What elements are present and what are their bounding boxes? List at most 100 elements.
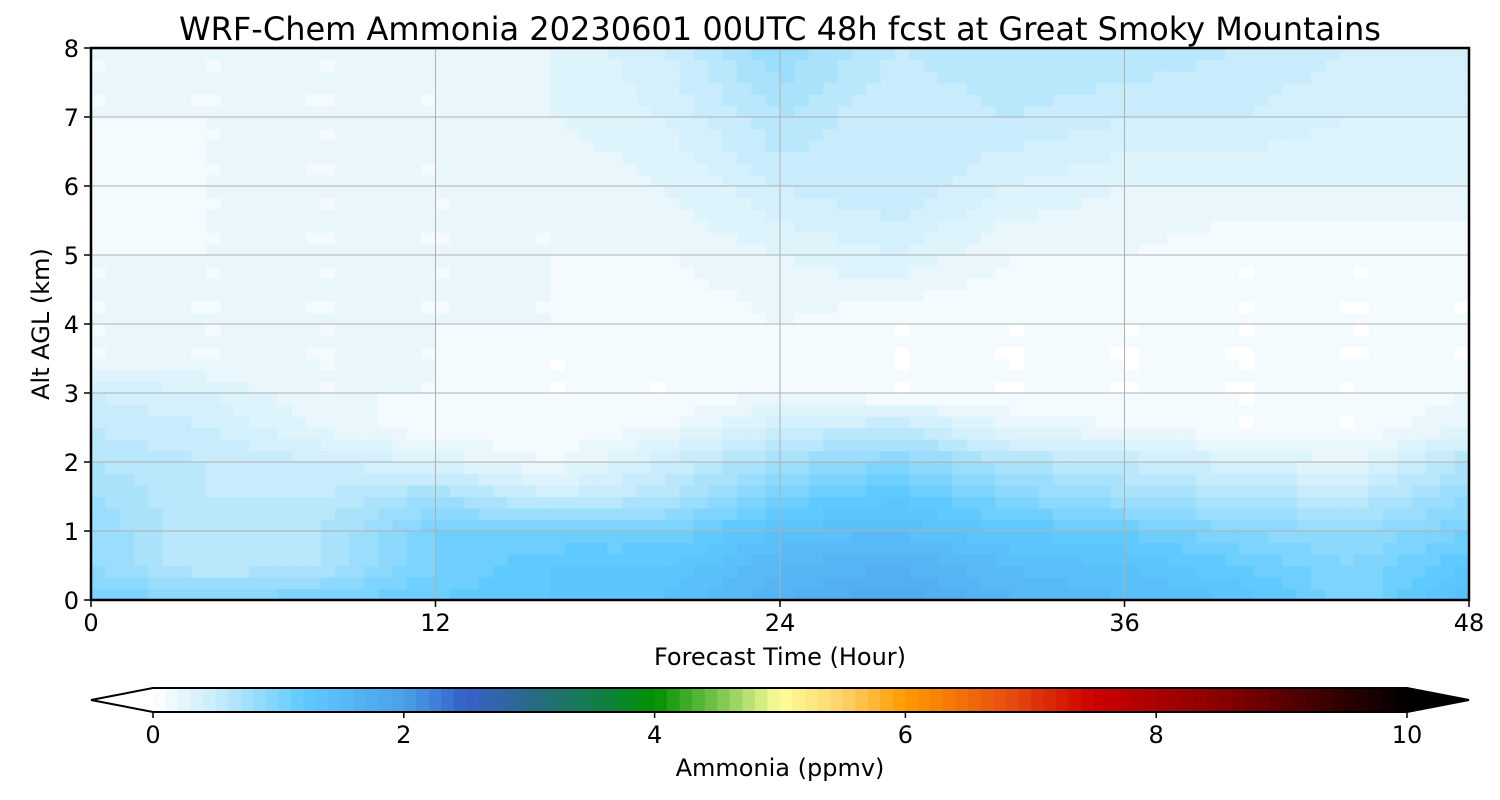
contour-cell bbox=[1038, 508, 1054, 521]
contour-cell bbox=[1153, 588, 1169, 601]
contour-cell bbox=[679, 243, 695, 256]
contour-cell bbox=[1411, 381, 1427, 394]
contour-cell bbox=[1368, 301, 1384, 314]
contour-cell bbox=[521, 554, 537, 567]
colorbar-segment bbox=[215, 688, 229, 712]
contour-cell bbox=[291, 312, 307, 325]
contour-cell bbox=[378, 324, 394, 337]
contour-cell bbox=[564, 370, 580, 383]
contour-cell bbox=[349, 565, 365, 578]
colorbar bbox=[90, 687, 1470, 713]
contour-cell bbox=[1454, 473, 1470, 486]
contour-cell bbox=[119, 577, 135, 590]
contour-cell bbox=[1397, 94, 1413, 107]
contour-cell bbox=[708, 71, 724, 84]
contour-cell bbox=[1397, 209, 1413, 222]
x-tick-label: 36 bbox=[1109, 609, 1140, 637]
contour-cell bbox=[708, 128, 724, 141]
contour-cell bbox=[507, 105, 523, 118]
contour-cell bbox=[1081, 232, 1097, 245]
contour-cell bbox=[837, 358, 853, 371]
contour-cell bbox=[1224, 370, 1240, 383]
contour-cell bbox=[980, 416, 996, 429]
contour-cell bbox=[851, 128, 867, 141]
contour-cell bbox=[220, 266, 236, 279]
contour-cell bbox=[837, 266, 853, 279]
contour-cell bbox=[277, 427, 293, 440]
contour-cell bbox=[579, 404, 594, 417]
contour-cell bbox=[363, 496, 379, 509]
contour-cell bbox=[1038, 255, 1054, 268]
contour-cell bbox=[1181, 485, 1197, 498]
y-tick-label: 7 bbox=[64, 104, 79, 132]
contour-cell bbox=[205, 174, 221, 187]
colorbar-tick-label: 0 bbox=[145, 721, 160, 749]
contour-cell bbox=[521, 255, 537, 268]
contour-cell bbox=[1325, 59, 1341, 72]
contour-cell bbox=[923, 519, 939, 532]
contour-cell bbox=[665, 404, 681, 417]
contour-cell bbox=[880, 163, 896, 176]
colorbar-segment bbox=[1243, 688, 1258, 712]
contour-cell bbox=[392, 554, 408, 567]
colorbar-segment bbox=[754, 688, 769, 712]
contour-cell bbox=[177, 48, 193, 61]
contour-cell bbox=[1181, 347, 1197, 360]
contour-cell bbox=[1124, 266, 1140, 279]
contour-cell bbox=[1411, 324, 1427, 337]
contour-cell bbox=[650, 450, 666, 463]
contour-cell bbox=[1081, 416, 1097, 429]
colorbar-segment bbox=[1294, 688, 1308, 712]
contour-cell bbox=[449, 450, 465, 463]
contour-cell bbox=[1239, 531, 1255, 544]
contour-cell bbox=[492, 381, 508, 394]
contour-cell bbox=[995, 577, 1011, 590]
contour-cell bbox=[966, 197, 982, 210]
contour-cell bbox=[650, 186, 666, 199]
contour-cell bbox=[478, 71, 494, 84]
contour-cell bbox=[205, 71, 221, 84]
contour-cell bbox=[937, 59, 953, 72]
contour-cell bbox=[923, 117, 939, 130]
contour-cell bbox=[894, 381, 910, 394]
contour-cell bbox=[91, 393, 106, 406]
contour-cell bbox=[478, 508, 494, 521]
contour-cell bbox=[1024, 301, 1039, 314]
contour-cell bbox=[1440, 163, 1456, 176]
contour-cell bbox=[492, 588, 508, 601]
contour-cell bbox=[1454, 485, 1470, 498]
contour-cell bbox=[708, 209, 724, 222]
contour-cell bbox=[349, 94, 365, 107]
contour-cell bbox=[1110, 404, 1126, 417]
contour-cell bbox=[823, 266, 839, 279]
contour-cell bbox=[622, 140, 638, 153]
contour-cell bbox=[980, 381, 996, 394]
contour-cell bbox=[1239, 71, 1255, 84]
contour-cell bbox=[220, 370, 236, 383]
contour-cell bbox=[1067, 462, 1083, 475]
contour-cell bbox=[291, 370, 307, 383]
contour-cell bbox=[851, 462, 867, 475]
contour-cell bbox=[952, 381, 968, 394]
contour-cell bbox=[177, 416, 193, 429]
contour-cell bbox=[134, 105, 150, 118]
contour-cell bbox=[291, 105, 307, 118]
contour-cell bbox=[952, 48, 968, 61]
contour-cell bbox=[1181, 519, 1197, 532]
contour-cell bbox=[808, 174, 824, 187]
contour-cell bbox=[1052, 151, 1068, 164]
contour-cell bbox=[579, 508, 594, 521]
contour-cell bbox=[1095, 404, 1111, 417]
contour-cell bbox=[1210, 565, 1226, 578]
contour-cell bbox=[191, 163, 207, 176]
contour-cell bbox=[105, 163, 121, 176]
contour-cell bbox=[535, 439, 551, 452]
contour-cell bbox=[1167, 404, 1183, 417]
contour-cell bbox=[765, 94, 781, 107]
contour-cell bbox=[91, 266, 106, 279]
contour-cell bbox=[1153, 48, 1169, 61]
contour-cell bbox=[492, 82, 508, 95]
contour-cell bbox=[148, 312, 164, 325]
contour-cell bbox=[1368, 462, 1384, 475]
contour-cell bbox=[1253, 542, 1269, 555]
